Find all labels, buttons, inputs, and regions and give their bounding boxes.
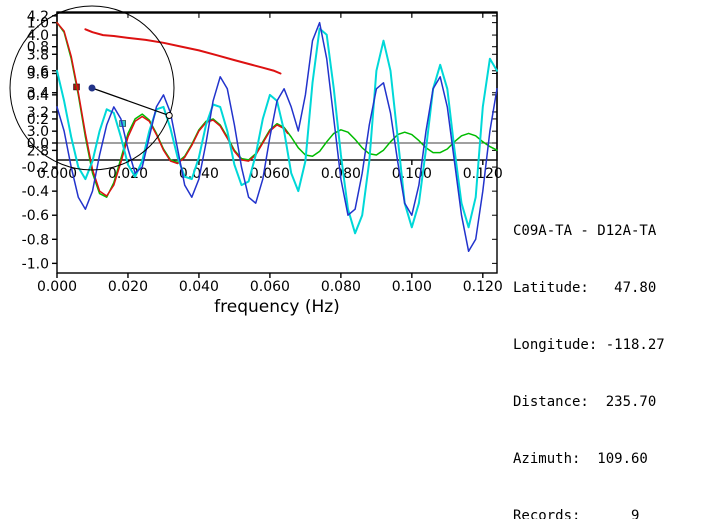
- y-tick-label: 0.4: [27, 88, 49, 104]
- x-tick-label: 0.020: [108, 279, 148, 295]
- y-tick-label: 3.4: [27, 86, 49, 102]
- y-tick-label: 3.2: [27, 105, 49, 121]
- y-tick-label: 1.0: [27, 16, 49, 32]
- y-tick-label: 4.2: [27, 9, 49, 25]
- x-tick-label: 0.000: [37, 279, 77, 295]
- y-tick-label: -0.2: [22, 160, 49, 176]
- y-tick-label: 3.0: [27, 124, 49, 140]
- x-tick-label: 0.100: [392, 279, 432, 295]
- azimuth-circle-plot: [9, 5, 175, 171]
- y-tick-label: -1.0: [22, 256, 49, 272]
- x-tick-label: 0.040: [179, 279, 219, 295]
- azimuth-line: Azimuth: 109.60: [513, 451, 648, 467]
- series-red-trace: [56, 21, 289, 197]
- station-pair-label: C09A-TA - D12A-TA: [513, 223, 657, 239]
- y-tick-label: 3.8: [27, 47, 49, 63]
- records-line: Records: 9: [513, 508, 640, 519]
- y-tick-label: 0.8: [27, 40, 49, 56]
- longitude-line: Longitude: -118.27: [513, 337, 665, 353]
- frequency-axis-label: frequency (Hz): [214, 297, 340, 317]
- y-tick-label: -0.4: [22, 184, 49, 200]
- spectra-plot[interactable]: 0.000 0.020 0.040 0.060 0.080 0.100 0.120 1.0 0.…: [0, 0, 510, 327]
- center-station-dot: [88, 84, 96, 92]
- y-tick-label: 0.2: [27, 112, 49, 128]
- y-tick-label: 3.6: [27, 67, 49, 83]
- y-tick-label: 0.0: [27, 136, 49, 152]
- station-info-block: C09A-TA - D12A-TA Latitude: 47.80 Longit…: [513, 184, 703, 519]
- azimuth-circle: [9, 5, 175, 171]
- x-tick-label: 0.080: [321, 279, 361, 295]
- latitude-line: Latitude: 47.80: [513, 280, 657, 296]
- x-tick-label: 0.120: [463, 279, 503, 295]
- x-tick-label: 0.060: [250, 166, 290, 182]
- y-tick-label: 2.8: [27, 143, 49, 159]
- x-tick-label: 0.060: [250, 279, 290, 295]
- series-blue-trace: [56, 21, 498, 253]
- y-tick-label: -0.6: [22, 208, 49, 224]
- remote-station-marker: [165, 112, 173, 120]
- distance-line: Distance: 235.70: [513, 394, 657, 410]
- y-tick-label: 0.6: [27, 64, 49, 80]
- azimuth-ray: [91, 87, 170, 117]
- y-tick-label: -0.8: [22, 232, 49, 248]
- series-group-velocity-curve: [84, 28, 282, 75]
- x-tick-label: 0.120: [463, 166, 503, 182]
